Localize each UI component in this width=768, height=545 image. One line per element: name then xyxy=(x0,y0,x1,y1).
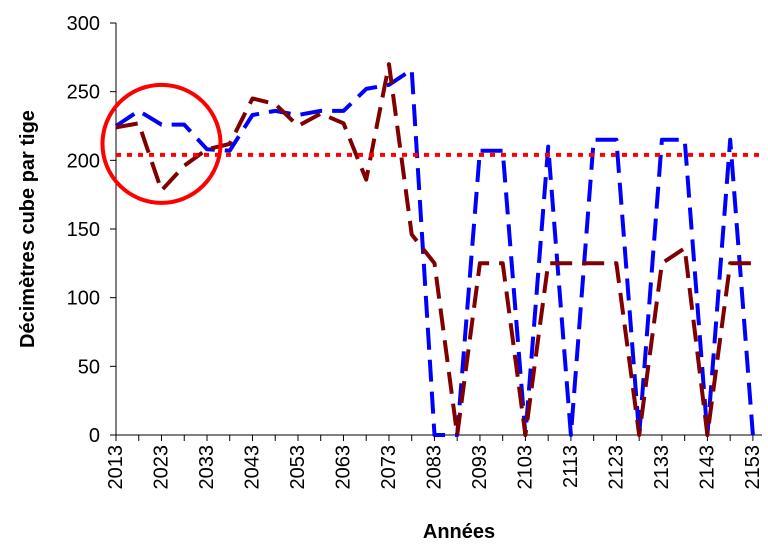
y-tick-label: 100 xyxy=(67,288,100,310)
y-axis-title: Décimètres cube par tige xyxy=(17,110,39,348)
x-tick-label: 2073 xyxy=(378,445,400,490)
y-tick-label: 150 xyxy=(67,219,100,241)
x-tick-label: 2133 xyxy=(651,445,673,490)
highlight-circle xyxy=(100,82,223,205)
y-tick-label: 200 xyxy=(67,150,100,172)
x-axis-title: Années xyxy=(423,521,495,543)
x-tick-label: 2033 xyxy=(196,445,218,490)
x-tick-label: 2153 xyxy=(742,445,764,490)
y-tick-label: 300 xyxy=(67,13,100,35)
plot-area: 0 50 100 150 200 250 300 2013 2023 2033 2043 2053 20… xyxy=(67,13,764,490)
x-tick-label: 2013 xyxy=(105,445,127,490)
x-tick-label: 2113 xyxy=(560,445,582,488)
x-tick-label: 2123 xyxy=(605,445,627,490)
x-tick-label: 2103 xyxy=(514,445,536,490)
x-tick-label: 2053 xyxy=(287,445,309,490)
x-tick-label: 2143 xyxy=(696,445,718,490)
x-tick-label: 2043 xyxy=(241,445,263,490)
y-tick-label: 250 xyxy=(67,82,100,104)
y-tick-label: 50 xyxy=(78,356,100,378)
x-tick-label: 2093 xyxy=(469,445,491,490)
series-line-dark-red xyxy=(115,62,753,437)
y-tick-label: 0 xyxy=(89,425,100,447)
series-line-blue xyxy=(114,67,755,437)
x-tick-label: 2023 xyxy=(150,445,172,490)
x-tick-label: 2083 xyxy=(423,445,445,490)
x-tick-label: 2063 xyxy=(332,445,354,490)
